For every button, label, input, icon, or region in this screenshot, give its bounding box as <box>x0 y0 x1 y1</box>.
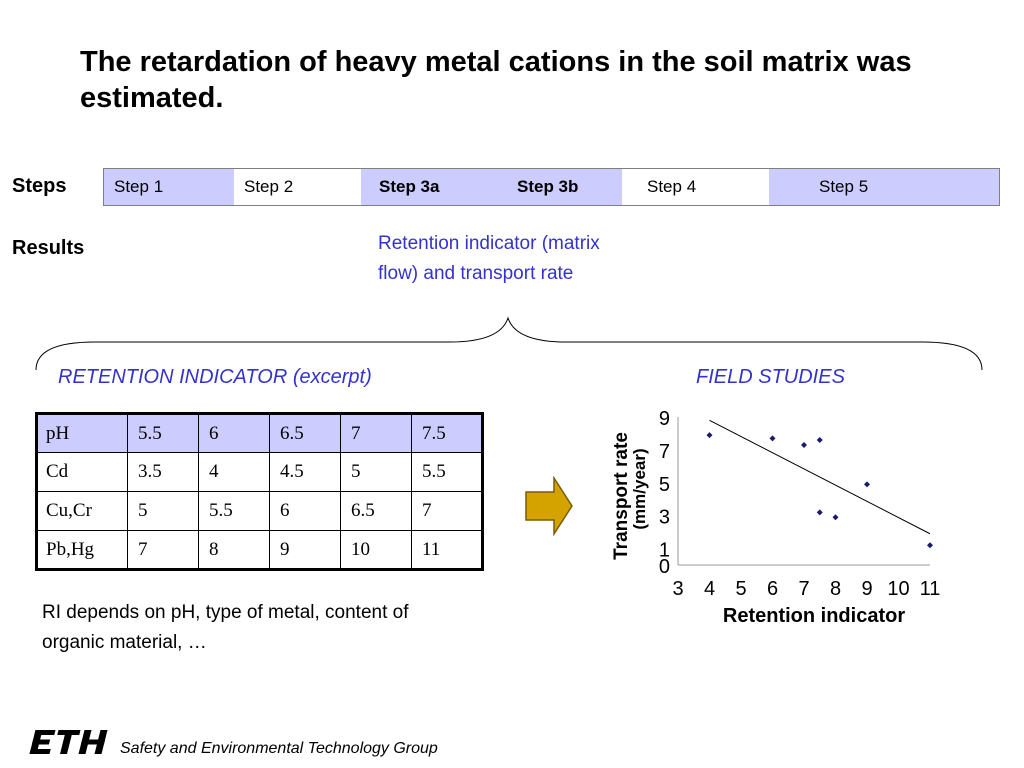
table-row: Pb,Hg 7 8 9 10 11 <box>36 530 483 570</box>
step-5-label: Step 5 <box>819 177 869 196</box>
x-tick-label: 3 <box>672 578 683 600</box>
chart-axes <box>677 417 930 566</box>
step-4: Step 4 <box>622 169 769 205</box>
x-tick-label: 10 <box>887 578 909 600</box>
table-cell: 6 <box>269 491 341 531</box>
data-point <box>864 481 870 488</box>
table-cell: 5.5 <box>411 452 483 492</box>
x-tick-label: 4 <box>704 578 715 600</box>
retention-indicator-table: pH 5.5 6 6.5 7 7.5 Cd 3.5 4 4.5 5 5.5 Cu… <box>35 412 484 571</box>
step-3b-label: Step 3b <box>517 177 579 196</box>
table-row: Cu,Cr 5 5.5 6 6.5 7 <box>36 491 483 531</box>
table-row: pH 5.5 6 6.5 7 7.5 <box>36 413 483 453</box>
step-2: Step 2 <box>234 169 361 205</box>
y-axis-label: Transport rate <box>611 432 632 560</box>
table-cell: 9 <box>269 530 341 570</box>
data-point <box>801 441 807 448</box>
right-arrow-icon <box>525 476 573 536</box>
y-tick-label: 1 <box>659 540 670 562</box>
curly-brace <box>35 316 983 371</box>
y-axis-unit-label: (mm/year) <box>630 448 649 529</box>
table-cell: 6.5 <box>340 491 412 531</box>
table-cell: 6.5 <box>269 413 341 453</box>
retention-result-text: Retention indicator (matrix flow) and tr… <box>378 233 600 284</box>
y-tick-label: 0 <box>659 556 670 578</box>
page-title: The retardation of heavy metal cations i… <box>80 46 912 114</box>
x-tick-label: 8 <box>830 578 841 600</box>
x-tick-label: 9 <box>861 578 872 600</box>
step-3a: Step 3a <box>361 169 500 205</box>
step-4-label: Step 4 <box>647 177 697 196</box>
table-cell: 6 <box>198 413 270 453</box>
table-cell: Cu,Cr <box>36 491 128 531</box>
footer-group-name: Safety and Environmental Technology Grou… <box>120 740 438 757</box>
table-cell: 7 <box>340 413 412 453</box>
table-cell: 3.5 <box>127 452 199 492</box>
y-tick-label: 5 <box>659 474 670 496</box>
data-point <box>832 514 839 521</box>
chart-points <box>706 432 933 549</box>
table-cell: 7.5 <box>411 413 483 453</box>
retention-indicator-note: RI depends on pH, type of metal, content… <box>42 602 409 653</box>
data-point <box>927 542 933 549</box>
data-point <box>706 432 713 439</box>
step-2-label: Step 2 <box>244 177 294 196</box>
table-cell: 10 <box>340 530 412 570</box>
table-cell: 4.5 <box>269 452 341 492</box>
y-tick-label: 9 <box>659 408 670 430</box>
steps-label: Steps <box>12 175 67 197</box>
y-tick-label: 7 <box>659 441 670 463</box>
trendline <box>709 419 931 535</box>
table-cell: 11 <box>411 530 483 570</box>
step-1: Step 1 <box>104 169 234 205</box>
retention-indicator-heading: RETENTION INDICATOR (excerpt) <box>58 366 372 388</box>
table-cell: 4 <box>198 452 270 492</box>
table-cell: 7 <box>127 530 199 570</box>
x-tick-label: 6 <box>767 578 778 600</box>
table-cell: 5.5 <box>127 413 199 453</box>
eth-logo <box>29 730 108 754</box>
results-label: Results <box>12 237 85 259</box>
table-cell: pH <box>36 413 128 453</box>
step-3a-label: Step 3a <box>379 177 440 196</box>
table-row: Cd 3.5 4 4.5 5 5.5 <box>36 452 483 492</box>
data-point <box>769 435 776 442</box>
field-studies-heading: FIELD STUDIES <box>696 366 845 388</box>
x-tick-label: 5 <box>735 578 746 600</box>
data-point <box>816 509 823 516</box>
step-3b: Step 3b <box>500 169 622 205</box>
table-cell: Pb,Hg <box>36 530 128 570</box>
x-tick-label: 7 <box>798 578 809 600</box>
table-cell: 5.5 <box>198 491 270 531</box>
x-tick-label: 11 <box>920 578 941 600</box>
table-cell: Cd <box>36 452 128 492</box>
data-point <box>816 437 823 444</box>
table-cell: 7 <box>411 491 483 531</box>
step-5: Step 5 <box>769 169 999 205</box>
step-1-label: Step 1 <box>114 177 164 196</box>
table-cell: 5 <box>340 452 412 492</box>
steps-bar: Step 1 Step 2 Step 3a Step 3b Step 4 Ste… <box>103 168 1000 206</box>
table-cell: 8 <box>198 530 270 570</box>
table-cell: 5 <box>127 491 199 531</box>
y-tick-label: 3 <box>659 507 670 529</box>
x-axis-label: Retention indicator <box>723 605 905 627</box>
